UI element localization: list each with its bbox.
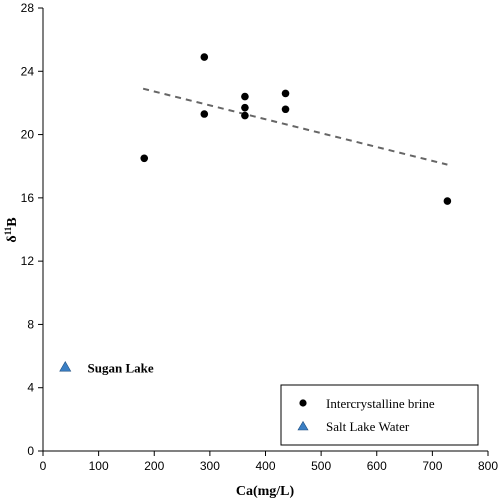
y-axis-title-main: δ — [5, 235, 20, 242]
data-point-intercrystalline-brine — [200, 110, 209, 118]
y-tick-label: 4 — [27, 381, 34, 395]
y-tick-label: 24 — [21, 64, 35, 78]
data-point-salt-lake-water — [59, 361, 72, 372]
x-tick-label: 600 — [367, 459, 387, 473]
legend: Intercrystalline brine Salt Lake Water — [280, 384, 479, 446]
y-tick-label: 8 — [27, 317, 34, 331]
x-tick-label: 400 — [255, 459, 275, 473]
legend-label-intercrystalline-brine: Intercrystalline brine — [326, 396, 435, 411]
y-ticks: 0 4 8 12 16 20 24 28 — [21, 1, 43, 458]
trendline — [142, 87, 448, 166]
y-axis-title: δ11B — [3, 217, 20, 242]
annotation-sugan-lake: Sugan Lake — [88, 361, 154, 376]
x-tick-label: 800 — [478, 459, 498, 473]
data-point-intercrystalline-brine — [281, 105, 290, 114]
x-axis-title: Ca(mg/L) — [236, 484, 295, 499]
data-point-intercrystalline-brine — [241, 103, 249, 112]
data-points — [59, 53, 452, 372]
y-tick-label: 16 — [21, 191, 35, 205]
legend-box — [280, 384, 479, 446]
data-point-intercrystalline-brine — [443, 197, 452, 205]
y-axis-title-superscript: 11 — [3, 226, 13, 235]
data-point-intercrystalline-brine — [281, 89, 290, 98]
x-tick-label: 500 — [311, 459, 331, 473]
y-tick-label: 12 — [21, 254, 35, 268]
y-axis-title-tail: B — [5, 217, 20, 226]
x-tick-label: 0 — [40, 459, 47, 473]
data-point-intercrystalline-brine — [200, 53, 209, 61]
data-point-intercrystalline-brine — [241, 111, 249, 120]
x-tick-label: 100 — [89, 459, 109, 473]
legend-marker-intercrystalline-brine — [299, 399, 307, 407]
data-point-intercrystalline-brine — [140, 154, 149, 163]
legend-label-salt-lake-water: Salt Lake Water — [326, 419, 410, 434]
x-ticks: 0 100 200 300 400 500 600 700 800 — [40, 451, 498, 473]
x-tick-label: 200 — [144, 459, 164, 473]
x-tick-label: 300 — [200, 459, 220, 473]
y-tick-label: 0 — [27, 444, 34, 458]
legend-marker-salt-lake-water — [297, 420, 309, 431]
data-point-intercrystalline-brine — [241, 92, 249, 101]
y-tick-label: 20 — [21, 128, 35, 142]
y-tick-label: 28 — [21, 1, 35, 15]
x-tick-label: 700 — [422, 459, 442, 473]
